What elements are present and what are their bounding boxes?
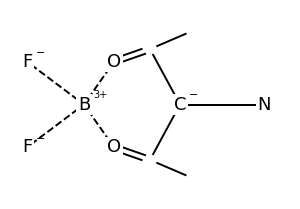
Text: −: − (188, 90, 198, 100)
Text: O: O (107, 53, 121, 71)
Text: F: F (22, 53, 32, 71)
Text: F: F (22, 138, 32, 156)
Text: 3+: 3+ (93, 90, 107, 100)
Text: B: B (78, 96, 90, 113)
Text: C: C (174, 96, 186, 113)
Text: −: − (35, 48, 45, 58)
Text: −: − (35, 134, 45, 144)
Text: O: O (107, 138, 121, 156)
Text: N: N (257, 96, 271, 113)
